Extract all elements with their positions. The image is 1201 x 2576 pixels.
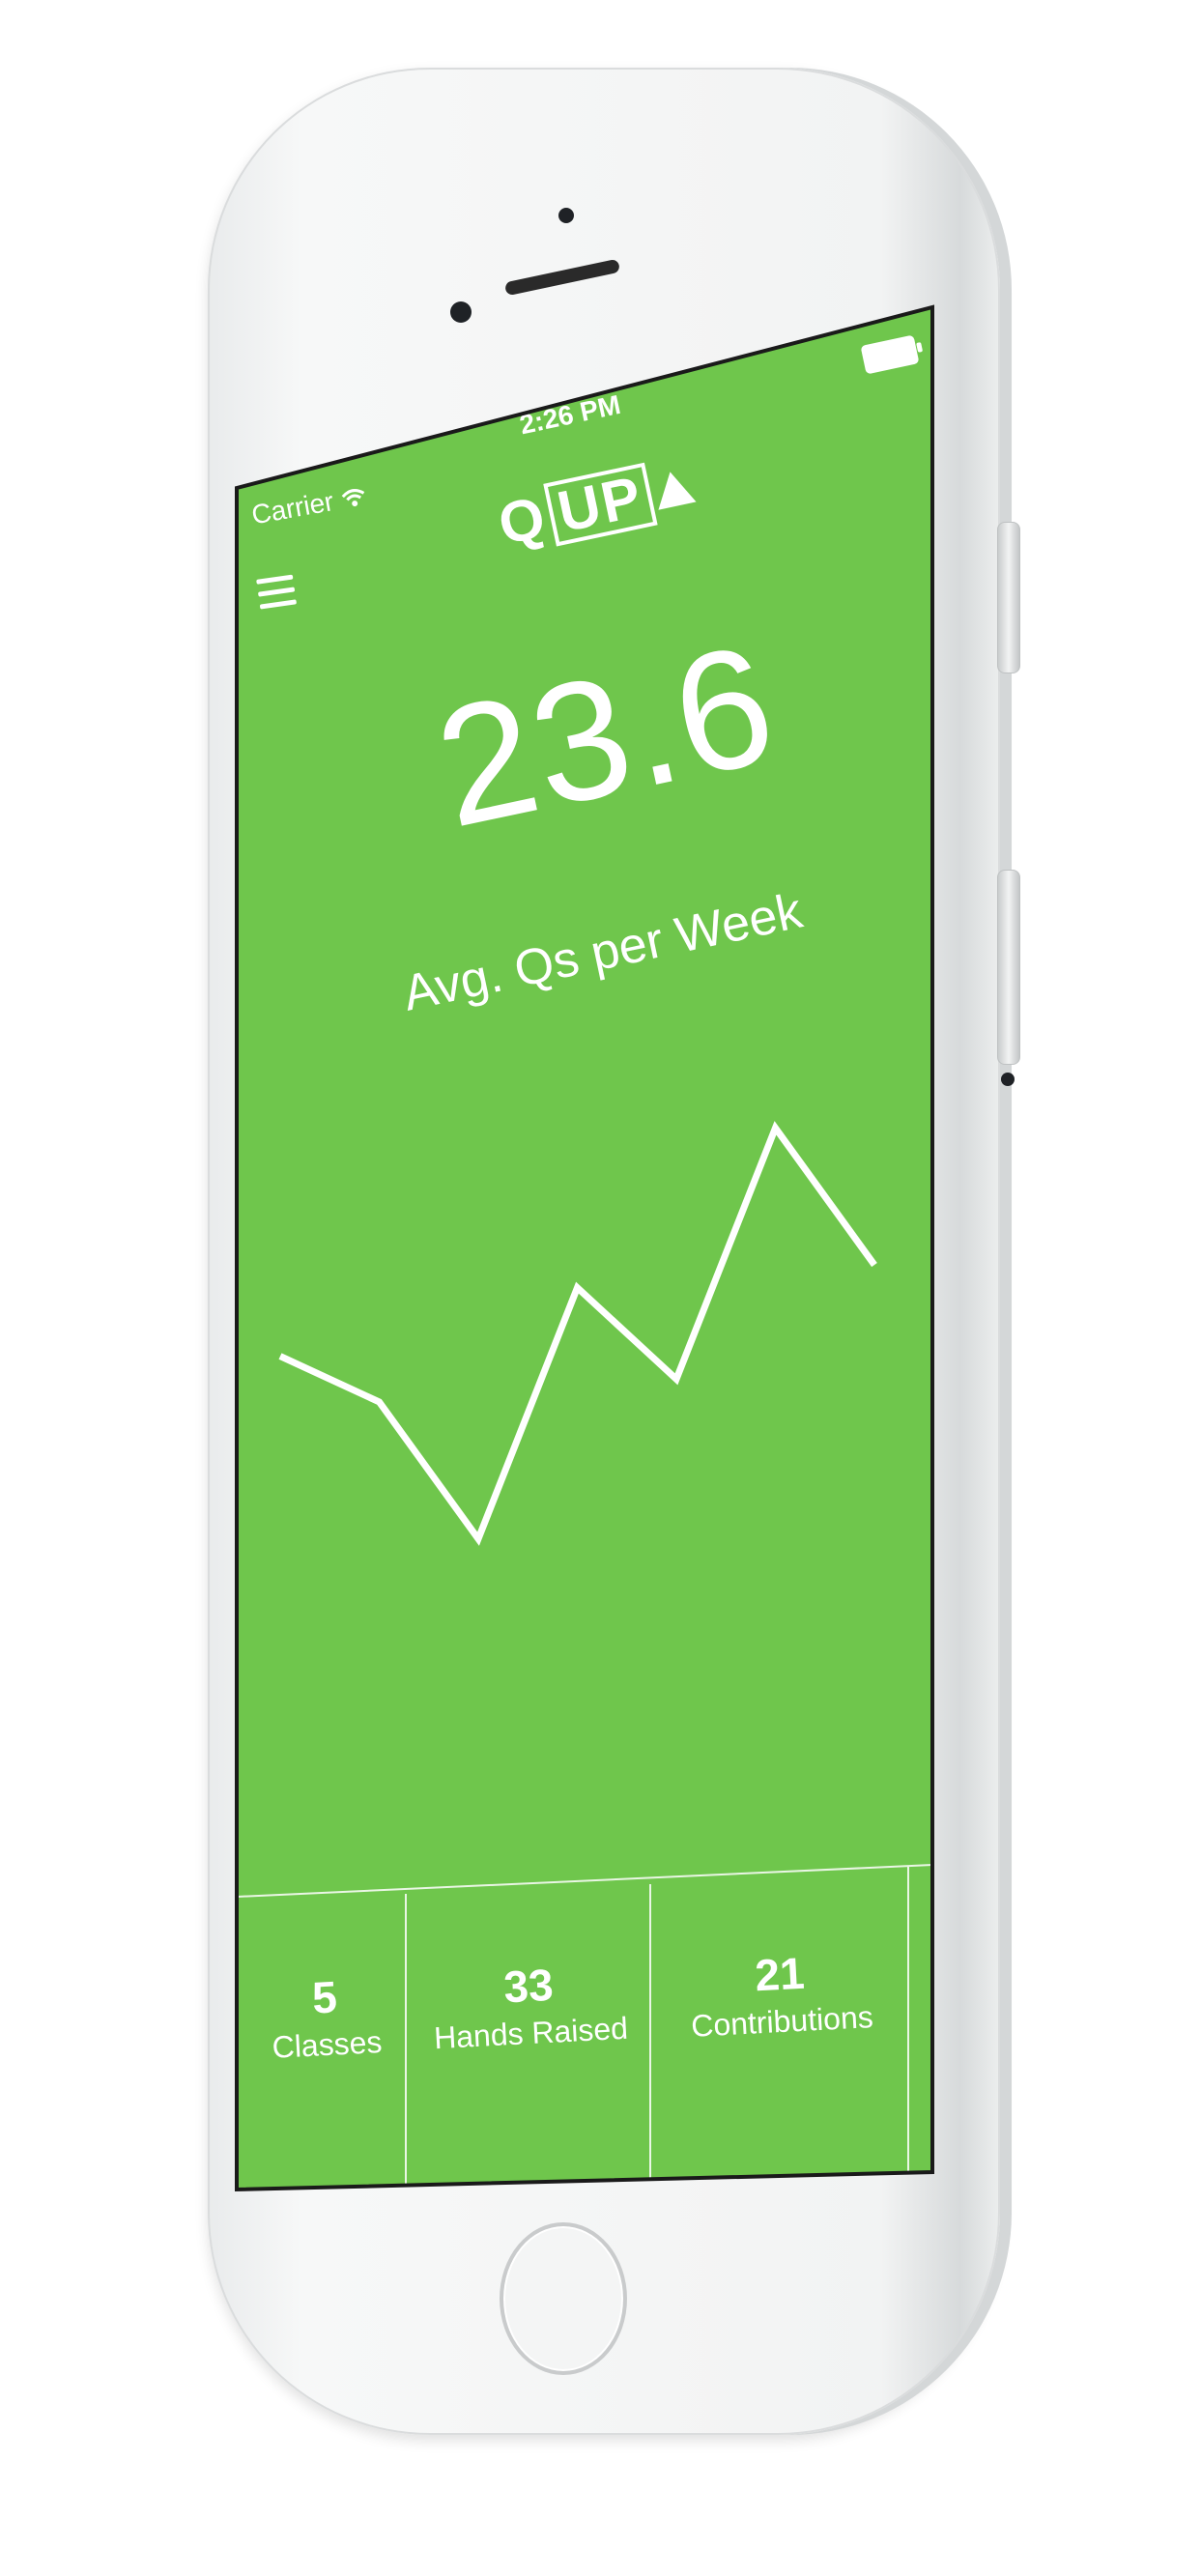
front-camera-icon (450, 301, 472, 323)
side-button-dot (1001, 1073, 1015, 1086)
status-carrier: Carrier (249, 480, 368, 530)
home-button[interactable] (500, 2222, 627, 2375)
volume-up-button (997, 522, 1020, 673)
wifi-icon (341, 489, 364, 507)
proximity-sensor-icon (558, 208, 574, 223)
stats-top-divider (237, 1864, 932, 1898)
volume-down-button (997, 870, 1020, 1065)
chart-series-line (278, 1121, 877, 1546)
